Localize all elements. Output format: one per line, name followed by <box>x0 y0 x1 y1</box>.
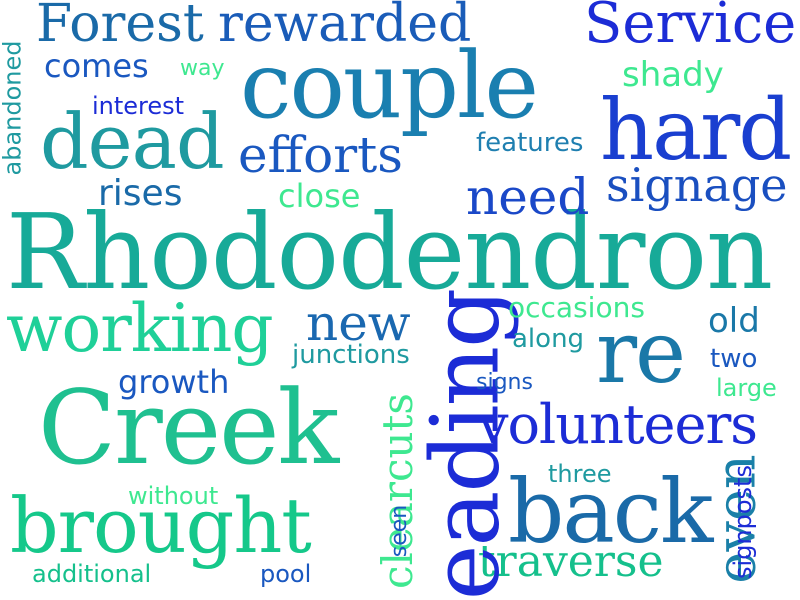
word-clearcuts: clearcuts <box>372 393 422 589</box>
word-rewarded: rewarded <box>218 0 472 54</box>
word-brought: brought <box>10 481 312 570</box>
word-creek: Creek <box>38 369 339 488</box>
word-shady: shady <box>622 55 724 95</box>
word-signs: signs <box>476 370 533 395</box>
word-comes: comes <box>44 47 149 85</box>
word-signposts: additional <box>32 560 152 588</box>
word-working: working <box>6 290 274 367</box>
word-signage: signage <box>606 158 788 212</box>
word-three: three <box>548 460 612 488</box>
word-couple: couple <box>240 32 539 139</box>
word-back: back <box>508 460 713 563</box>
word-without: without <box>128 482 219 510</box>
word-forest: Forest <box>36 0 204 54</box>
word-re: re <box>596 303 686 403</box>
word-pool: pool <box>260 560 312 588</box>
word-service: Service <box>584 0 797 56</box>
word-junctions: junctions <box>292 340 410 370</box>
word-close: close <box>278 177 361 215</box>
word-traverse: traverse <box>478 536 664 587</box>
word-interest: interest <box>92 92 185 120</box>
word-need: need <box>466 168 590 226</box>
word-along: along <box>512 324 585 354</box>
word-large: large <box>716 374 777 402</box>
word-two: two <box>710 344 758 374</box>
word-rhododendron: Rhododendron <box>6 191 773 313</box>
word-efforts: efforts <box>238 126 403 184</box>
word-dead: dead <box>40 97 225 186</box>
word-occasions: occasions <box>508 291 645 324</box>
word-hard: hard <box>600 81 792 179</box>
word-features: features <box>476 128 584 158</box>
word-abandoned: abandoned <box>0 40 27 176</box>
word-seen: seen <box>387 504 413 558</box>
word-new: new <box>306 294 411 352</box>
word-way: way <box>180 56 225 81</box>
word-rises: rises <box>98 173 183 214</box>
word-volunteers: volunteers <box>478 393 758 456</box>
word-leading: leading <box>411 289 521 600</box>
word-old: old <box>708 301 760 341</box>
word-additional: signposts <box>728 465 757 579</box>
word-growth: growth <box>118 363 230 401</box>
